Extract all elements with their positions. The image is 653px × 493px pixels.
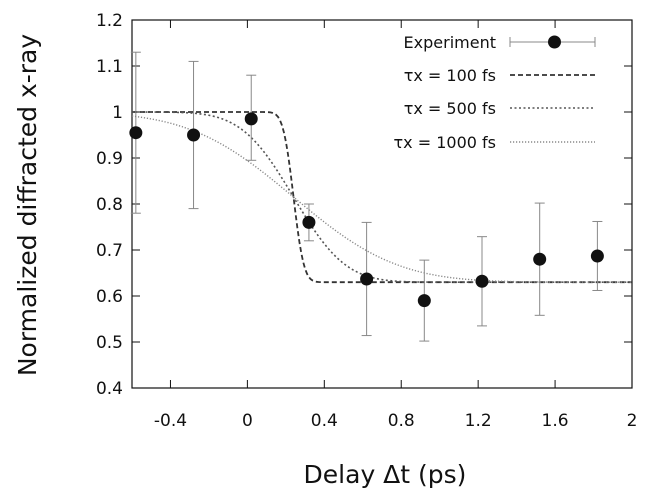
marker [475, 274, 489, 288]
plot-frame [131, 19, 633, 389]
legend-experiment-marker [548, 35, 561, 49]
y-axis-label: Normalized diffracted x-ray [13, 34, 42, 377]
x-tick-label: 1.6 [542, 411, 569, 431]
data-point [533, 202, 547, 316]
legend-label-curve: τx = 500 fs [404, 99, 496, 118]
y-tick-label: 0.9 [96, 149, 123, 169]
y-tick-label: 1.2 [96, 11, 123, 31]
y-tick-label: 1 [112, 103, 123, 123]
data-point [475, 236, 489, 327]
marker [533, 252, 547, 266]
marker [302, 215, 316, 229]
marker [187, 128, 201, 142]
x-tick-label: 0.8 [388, 411, 415, 431]
marker [129, 126, 143, 140]
data-point [360, 221, 374, 337]
x-axis: -0.4 0 0.4 0.8 1.2 1.6 2 [154, 20, 638, 431]
marker [590, 249, 604, 263]
legend-label-curve: τx = 100 fs [404, 66, 496, 85]
legend: Experiment τx = 100 fs τx = 500 fs τx = 100… [394, 33, 596, 152]
marker [417, 294, 431, 308]
fit-curve [132, 111, 632, 283]
experiment-points [129, 51, 604, 342]
legend-label-experiment: Experiment [404, 33, 496, 52]
x-axis-label: Delay Δt (ps) [304, 460, 467, 489]
legend-label-curve: τx = 1000 fs [394, 133, 496, 152]
x-tick-label: 0 [242, 411, 253, 431]
y-tick-label: 0.7 [96, 241, 123, 261]
y-tick-label: 0.6 [96, 287, 123, 307]
data-point [129, 51, 143, 214]
x-tick-label: 0.4 [311, 411, 338, 431]
fit-curve [131, 115, 632, 283]
marker [244, 112, 258, 126]
data-point [590, 220, 604, 291]
x-tick-label: 2 [627, 411, 638, 431]
x-tick-label: -0.4 [154, 411, 187, 431]
x-tick-label: 1.2 [465, 411, 492, 431]
y-tick-label: 0.8 [96, 195, 123, 215]
data-point [417, 259, 431, 342]
fit-curve [132, 111, 632, 284]
plot-border [131, 19, 633, 389]
data-point [244, 74, 258, 161]
y-tick-label: 1.1 [96, 57, 123, 77]
marker [360, 272, 374, 286]
y-tick-label: 0.5 [96, 333, 123, 353]
data-point [302, 203, 316, 242]
y-tick-label: 0.4 [96, 379, 123, 399]
y-axis: 0.4 0.5 0.6 0.7 0.8 0.9 1 1.1 1.2 [96, 11, 632, 399]
data-point [187, 60, 201, 210]
fit-curves [131, 111, 632, 284]
